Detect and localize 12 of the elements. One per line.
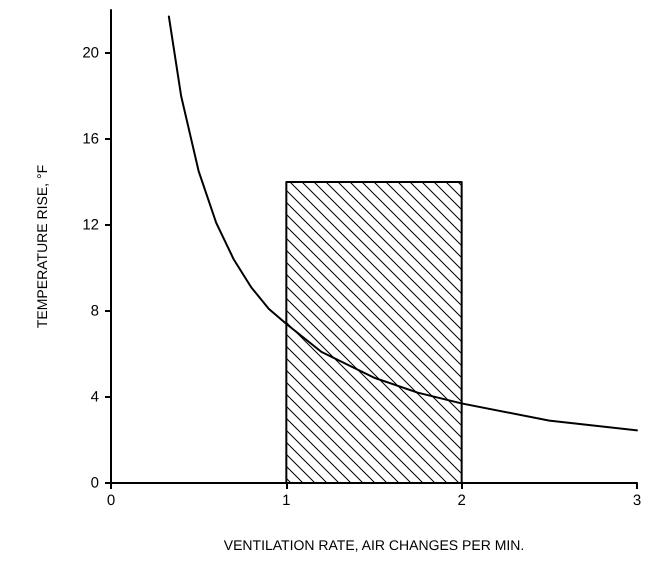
y-tick-label: 20	[82, 44, 99, 62]
x-axis-title: VENTILATION RATE, AIR CHANGES PER MIN.	[224, 537, 524, 553]
x-tick-label: 0	[106, 492, 116, 509]
x-tick-label: 2	[457, 492, 466, 509]
y-tick-label: 12	[82, 216, 99, 234]
y-axis-title: TEMPERATURE RISE, °F	[34, 164, 50, 328]
y-tick-label: 16	[82, 130, 99, 148]
y-tick-label: 0	[90, 474, 99, 492]
y-tick-label: 4	[90, 388, 99, 406]
x-tick-label: 1	[282, 492, 291, 509]
x-tick-label: 3	[632, 492, 642, 509]
y-tick-label: 8	[90, 302, 99, 320]
